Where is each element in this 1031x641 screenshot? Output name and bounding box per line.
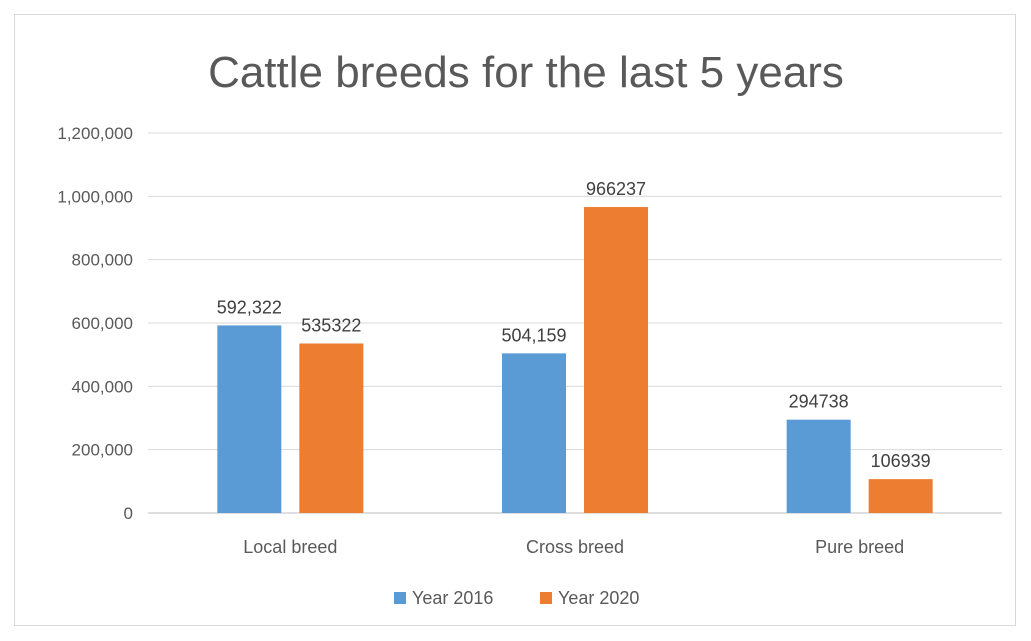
legend-swatch: [540, 592, 552, 604]
data-label: 106939: [871, 451, 931, 471]
y-tick-label: 400,000: [72, 377, 133, 396]
x-category-label: Pure breed: [815, 537, 904, 557]
data-label: 504,159: [501, 325, 566, 345]
data-label: 966237: [586, 179, 646, 199]
y-tick-label: 0: [124, 504, 133, 523]
y-tick-label: 800,000: [72, 251, 133, 270]
y-tick-label: 200,000: [72, 441, 133, 460]
x-category-label: Cross breed: [526, 537, 624, 557]
data-label: 535322: [301, 315, 361, 335]
legend-swatch: [394, 592, 406, 604]
bar-year-2020-pure-breed: [868, 479, 933, 513]
data-label: 592,322: [217, 297, 282, 317]
bar-year-2016-local-breed: [217, 325, 282, 513]
y-tick-label: 1,000,000: [57, 187, 133, 206]
bar-year-2020-local-breed: [299, 343, 364, 513]
legend-label: Year 2016: [412, 588, 493, 608]
bar-year-2016-pure-breed: [786, 419, 851, 513]
y-tick-label: 1,200,000: [57, 124, 133, 143]
chart-frame: [14, 14, 1016, 626]
chart-title: Cattle breeds for the last 5 years: [208, 48, 844, 97]
y-tick-label: 600,000: [72, 314, 133, 333]
x-category-label: Local breed: [243, 537, 337, 557]
legend-label: Year 2020: [558, 588, 639, 608]
bar-year-2016-cross-breed: [502, 353, 566, 513]
bar-year-2020-cross-breed: [584, 207, 648, 513]
data-label: 294738: [789, 392, 849, 412]
